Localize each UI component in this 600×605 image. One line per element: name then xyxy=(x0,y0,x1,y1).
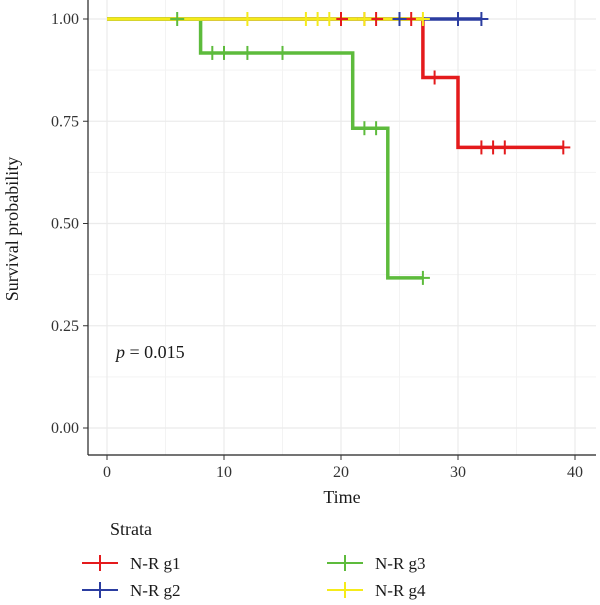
censor-mark xyxy=(205,45,220,60)
censor-mark xyxy=(369,121,384,136)
p-value-annotation: p = 0.015 xyxy=(114,342,185,362)
censor-mark xyxy=(415,270,430,285)
censor-mark xyxy=(240,45,255,60)
censor-mark xyxy=(486,140,501,155)
x-tick-label: 30 xyxy=(450,464,466,481)
censor-mark xyxy=(170,12,185,26)
legend-label: N-R g4 xyxy=(375,581,426,600)
censor-mark xyxy=(310,12,325,26)
legend: N-R g1 N-R g2 N-R g3 N-R g4 xyxy=(82,554,426,600)
censor-mark xyxy=(451,12,465,26)
legend-item: N-R g4 xyxy=(327,581,426,600)
y-tick-label: 1.00 xyxy=(51,11,79,28)
censor-mark xyxy=(357,121,372,136)
censor-marks xyxy=(170,12,571,285)
censor-mark xyxy=(404,12,419,26)
censor-mark xyxy=(474,140,489,155)
censor-mark xyxy=(322,12,337,26)
legend-item: N-R g2 xyxy=(82,581,181,600)
legend-item: N-R g1 xyxy=(82,554,181,573)
y-axis-title: Survival probability xyxy=(2,157,22,301)
censor-mark xyxy=(298,12,313,26)
x-tick-label: 0 xyxy=(103,464,111,481)
censor-mark xyxy=(497,140,512,155)
legend-item: N-R g3 xyxy=(327,554,426,573)
p-value-text: = 0.015 xyxy=(125,342,185,362)
x-axis-title: Time xyxy=(323,487,360,507)
legend-title: Strata xyxy=(110,519,152,539)
censor-mark xyxy=(240,12,255,26)
y-tick-label: 0.00 xyxy=(51,420,79,437)
y-axis: 0.00 0.25 0.50 0.75 1.00 xyxy=(51,0,89,455)
censor-mark xyxy=(217,45,231,60)
x-axis: 0 10 20 30 40 xyxy=(88,454,596,481)
x-tick-label: 40 xyxy=(567,464,583,481)
y-tick-label: 0.75 xyxy=(51,113,79,130)
series-line-n-r-g3 xyxy=(107,17,423,280)
p-value-symbol: p xyxy=(114,342,125,362)
censor-mark xyxy=(415,12,430,26)
censor-mark xyxy=(334,12,348,26)
censor-mark xyxy=(474,12,489,26)
legend-label: N-R g3 xyxy=(375,554,426,573)
censor-mark xyxy=(427,70,442,85)
y-tick-label: 0.25 xyxy=(51,318,79,335)
legend-label: N-R g2 xyxy=(130,581,181,600)
legend-label: N-R g1 xyxy=(130,554,181,573)
y-tick-label: 0.50 xyxy=(51,216,79,233)
x-tick-label: 20 xyxy=(333,464,349,481)
censor-mark xyxy=(275,45,290,60)
censor-mark xyxy=(556,140,571,155)
plot-panel xyxy=(88,0,596,455)
censor-mark xyxy=(369,12,384,26)
censor-mark xyxy=(357,12,372,26)
x-tick-label: 10 xyxy=(216,464,232,481)
censor-mark xyxy=(392,12,407,26)
